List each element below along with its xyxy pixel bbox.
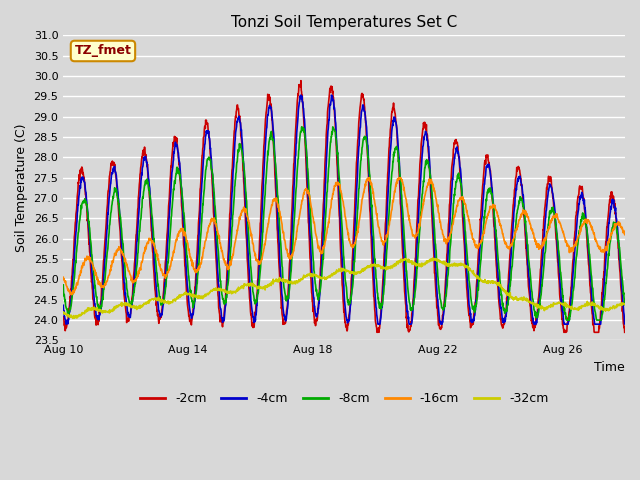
Title: Tonzi Soil Temperatures Set C: Tonzi Soil Temperatures Set C — [231, 15, 457, 30]
Text: TZ_fmet: TZ_fmet — [74, 45, 131, 58]
X-axis label: Time: Time — [595, 361, 625, 374]
Y-axis label: Soil Temperature (C): Soil Temperature (C) — [15, 124, 28, 252]
Legend: -2cm, -4cm, -8cm, -16cm, -32cm: -2cm, -4cm, -8cm, -16cm, -32cm — [135, 387, 554, 410]
